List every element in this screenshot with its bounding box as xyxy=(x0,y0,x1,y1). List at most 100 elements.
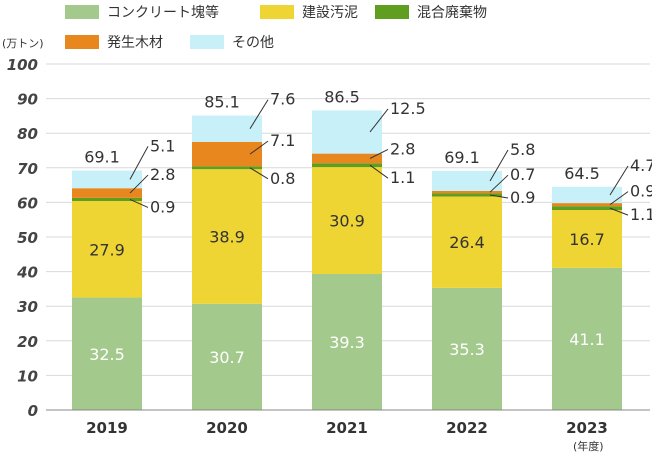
bar-2019-1 xyxy=(72,201,142,298)
label-leader-lines xyxy=(129,99,629,216)
x-tick-label-2020: 2020 xyxy=(206,419,248,437)
chart-data-labels: 32.5 27.9 69.1 5.1 2.8 0.9 30.7 38.9 85.1 7.6 7.1 0… xyxy=(84,87,652,367)
y-tick-label-2: 20 xyxy=(17,333,38,351)
leader-2021-4 xyxy=(369,108,389,133)
label-2022-0: 35.3 xyxy=(449,340,485,359)
label-2020-2: 0.8 xyxy=(270,169,295,188)
y-tick-label-7: 70 xyxy=(17,160,38,178)
y-tick-label-9: 90 xyxy=(17,91,38,109)
label-2020-3: 7.1 xyxy=(270,131,295,150)
label-2023-0: 41.1 xyxy=(569,330,605,349)
y-tick-label-5: 50 xyxy=(17,229,38,247)
y-tick-label-4: 40 xyxy=(16,264,38,282)
label-2022-1: 26.4 xyxy=(449,233,485,252)
label-2020-4: 7.6 xyxy=(270,90,295,109)
label-2021-2: 1.1 xyxy=(390,168,415,187)
leader-2021-3 xyxy=(369,149,389,159)
bar-2023-1 xyxy=(552,210,622,268)
bar-2020-2 xyxy=(192,166,262,170)
leader-2023-2 xyxy=(609,207,629,216)
label-2021-0: 39.3 xyxy=(329,333,365,352)
y-tick-label-6: 60 xyxy=(17,194,38,212)
legend-label-1: 建設汚泥 xyxy=(302,5,358,21)
legend-swatch-0 xyxy=(65,5,99,19)
label-2021-4: 12.5 xyxy=(390,99,426,118)
y-tick-label-10: 100 xyxy=(7,56,38,74)
total-label-2022: 69.1 xyxy=(444,148,480,167)
legend-label-3: 発生木材 xyxy=(107,35,163,51)
label-2021-3: 2.8 xyxy=(390,139,415,158)
bar-2019-2 xyxy=(72,197,142,202)
label-2020-1: 38.9 xyxy=(209,227,245,246)
label-2019-4: 5.1 xyxy=(150,136,175,155)
bar-2023-4 xyxy=(552,186,622,204)
leader-2019-4 xyxy=(129,146,149,180)
x-tick-label-2019: 2019 xyxy=(86,419,128,437)
total-label-2023: 64.5 xyxy=(564,164,600,183)
y-tick-label-8: 80 xyxy=(17,125,38,143)
label-2019-1: 27.9 xyxy=(89,240,125,259)
leader-2022-4 xyxy=(489,149,509,182)
leader-2020-2 xyxy=(249,167,269,180)
label-2022-4: 5.8 xyxy=(510,140,535,159)
label-2020-0: 30.7 xyxy=(209,348,245,367)
label-2022-3: 0.7 xyxy=(510,165,535,184)
label-2023-4: 4.7 xyxy=(630,156,652,175)
y-axis-unit-label: (万トン) xyxy=(2,37,44,50)
label-2019-2: 0.9 xyxy=(150,197,175,216)
bar-2019-4 xyxy=(72,170,142,189)
legend-label-4: その他 xyxy=(232,35,274,51)
x-axis-ticks: 2019 2020 2021 2022 2023 xyxy=(86,419,608,437)
x-tick-label-2023: 2023 xyxy=(566,419,608,437)
bar-2021-4 xyxy=(312,110,382,154)
bar-2021-0 xyxy=(312,274,382,410)
leader-2021-2 xyxy=(369,164,389,179)
x-axis-unit-label: (年度) xyxy=(573,439,604,453)
y-tick-label-1: 10 xyxy=(17,367,38,385)
bar-2022-4 xyxy=(432,170,502,191)
legend-label-0: コンクリート塊等 xyxy=(107,4,219,21)
bar-2021-3 xyxy=(312,153,382,164)
bar-2020-4 xyxy=(192,115,262,142)
bar-2020-0 xyxy=(192,303,262,410)
bar-2022-0 xyxy=(432,287,502,410)
label-2023-1: 16.7 xyxy=(569,230,605,249)
total-label-2019: 69.1 xyxy=(84,148,120,167)
label-2023-2: 1.1 xyxy=(630,205,652,224)
bar-2023-3 xyxy=(552,203,622,207)
legend-swatch-4 xyxy=(190,35,224,49)
bar-2022-1 xyxy=(432,196,502,288)
chart-bars xyxy=(72,110,622,410)
bar-2019-3 xyxy=(72,188,142,198)
bar-2019-0 xyxy=(72,297,142,410)
leader-2019-2 xyxy=(129,199,149,208)
bar-2022-3 xyxy=(432,190,502,194)
legend-label-2: 混合廃棄物 xyxy=(417,4,487,21)
bar-2020-3 xyxy=(192,141,262,167)
y-tick-label-3: 30 xyxy=(17,298,38,316)
bar-2023-0 xyxy=(552,267,622,410)
leader-2020-4 xyxy=(249,99,269,129)
x-tick-label-2022: 2022 xyxy=(446,419,488,437)
total-label-2021: 86.5 xyxy=(324,87,360,106)
bar-2020-1 xyxy=(192,169,262,304)
bar-2021-2 xyxy=(312,163,382,168)
legend-swatch-3 xyxy=(65,35,99,49)
label-2019-3: 2.8 xyxy=(150,165,175,184)
label-2021-1: 30.9 xyxy=(329,212,365,231)
leader-2023-4 xyxy=(609,165,629,196)
bar-2022-2 xyxy=(432,193,502,197)
bar-2023-2 xyxy=(552,206,622,211)
y-tick-label-0: 0 xyxy=(28,402,38,420)
label-2022-2: 0.9 xyxy=(510,188,535,207)
leader-2022-3 xyxy=(489,174,509,193)
label-2023-3: 0.9 xyxy=(630,182,652,201)
total-label-2020: 85.1 xyxy=(204,93,240,112)
bar-2021-1 xyxy=(312,167,382,275)
leader-2023-3 xyxy=(609,191,629,206)
leader-2019-3 xyxy=(129,174,149,194)
leader-2020-3 xyxy=(249,140,269,155)
label-2019-0: 32.5 xyxy=(89,345,125,364)
